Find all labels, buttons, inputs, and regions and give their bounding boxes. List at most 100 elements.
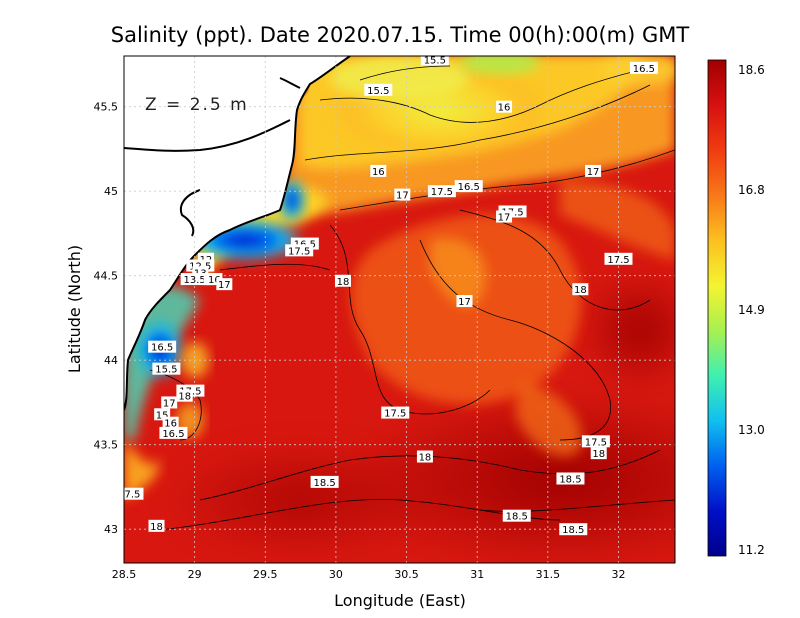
contour-label: 17.5 xyxy=(427,185,456,198)
svg-text:18.5: 18.5 xyxy=(562,525,584,536)
x-tick-label: 30 xyxy=(329,568,343,581)
svg-text:17.5: 17.5 xyxy=(585,437,607,448)
plot-frame xyxy=(123,55,676,564)
colorbar-tick-label: 13.0 xyxy=(738,423,765,437)
svg-text:13.5: 13.5 xyxy=(184,275,206,286)
svg-text:17.5: 17.5 xyxy=(431,187,453,198)
y-tick-label: 44 xyxy=(104,354,118,367)
contour-label: 18 xyxy=(590,447,607,460)
contour-label: 17 xyxy=(216,278,233,291)
y-tick-label: 43 xyxy=(104,523,118,536)
coastline xyxy=(124,56,351,411)
salinity-field: 15.516.515.516161716.517.51717.51716.517… xyxy=(124,55,675,563)
svg-text:18.5: 18.5 xyxy=(313,478,335,489)
x-tick-label: 32 xyxy=(611,568,625,581)
contour-label: 16.5 xyxy=(148,340,177,354)
svg-text:18: 18 xyxy=(337,277,350,288)
figure-title: Salinity (ppt). Date 2020.07.15. Time 00… xyxy=(111,23,690,47)
contour-label: 17 xyxy=(496,210,513,224)
contour-label: 16.5 xyxy=(159,426,188,440)
svg-text:17.5: 17.5 xyxy=(501,207,523,218)
depth-label: Z = 2.5 m xyxy=(145,95,249,115)
contour-label: 15.5 xyxy=(364,83,393,97)
colorbar-ticks: 18.6 16.8 14.9 13.0 11.2 xyxy=(738,63,765,557)
svg-text:17: 17 xyxy=(587,167,600,178)
svg-text:18.5: 18.5 xyxy=(559,475,581,486)
svg-text:17.5: 17.5 xyxy=(288,246,310,257)
contour-label: 17 xyxy=(456,295,473,308)
svg-text:16.5: 16.5 xyxy=(151,343,173,354)
colorbar xyxy=(707,59,727,557)
contour-label: 18 xyxy=(416,450,433,464)
y-axis-ticks: 43 43.5 44 44.5 45 45.5 xyxy=(94,101,119,537)
contour-label: 16 xyxy=(496,100,513,114)
contour-label: 17.5 xyxy=(581,435,610,448)
colorbar-tick-label: 18.6 xyxy=(738,63,765,77)
svg-text:18: 18 xyxy=(592,449,605,460)
svg-text:16.5: 16.5 xyxy=(633,64,655,75)
svg-text:15: 15 xyxy=(156,410,169,421)
x-axis-label: Longitude (East) xyxy=(334,591,466,610)
svg-text:18.5: 18.5 xyxy=(506,512,528,523)
contour-label: 17 xyxy=(394,188,411,202)
svg-text:17: 17 xyxy=(163,398,176,409)
contour-label: 18 xyxy=(572,283,589,296)
colorbar-tick-label: 11.2 xyxy=(738,543,765,557)
contour-label: 7.5 xyxy=(124,487,144,501)
svg-text:18: 18 xyxy=(574,285,587,296)
contour-label: 18 xyxy=(334,274,351,288)
colorbar-tick-label: 14.9 xyxy=(738,303,765,317)
svg-text:18: 18 xyxy=(178,392,191,403)
contour-label: 17 xyxy=(585,164,602,178)
contour-label: 18.5 xyxy=(310,475,339,489)
y-axis-label: Latitude (North) xyxy=(65,245,84,373)
svg-text:16: 16 xyxy=(164,419,177,430)
y-tick-label: 43.5 xyxy=(94,439,119,452)
contour-label: 13.5 xyxy=(180,273,209,286)
contour-labels: 15.516.515.516161716.517.51717.51716.517… xyxy=(124,55,658,536)
svg-text:17.5: 17.5 xyxy=(384,409,406,420)
x-tick-label: 31.5 xyxy=(536,568,561,581)
contour-label: 17.5 xyxy=(285,244,314,257)
y-tick-label: 45 xyxy=(104,185,118,198)
svg-text:16: 16 xyxy=(498,103,511,114)
svg-text:17.5: 17.5 xyxy=(607,255,629,266)
svg-text:18: 18 xyxy=(419,453,432,464)
svg-text:15.5: 15.5 xyxy=(367,86,389,97)
svg-text:16: 16 xyxy=(208,275,221,286)
x-tick-label: 29 xyxy=(188,568,202,581)
contour-label: 18.5 xyxy=(502,509,531,523)
contour-label: 16 xyxy=(162,416,179,430)
contour-label: 17.5 xyxy=(381,406,410,420)
svg-text:15.5: 15.5 xyxy=(424,55,446,66)
x-tick-label: 30.5 xyxy=(394,568,419,581)
svg-text:16: 16 xyxy=(372,167,385,178)
svg-text:17: 17 xyxy=(396,191,409,202)
svg-text:17: 17 xyxy=(458,297,471,308)
contour-label: 17 xyxy=(161,396,178,409)
contour-label: 18 xyxy=(176,389,193,403)
contour-label: 16 xyxy=(370,164,387,178)
svg-text:17: 17 xyxy=(498,213,511,224)
contour-label: 18.5 xyxy=(559,523,588,536)
land-mask xyxy=(124,56,350,410)
svg-text:17: 17 xyxy=(218,280,231,291)
svg-text:7.5: 7.5 xyxy=(125,490,141,501)
svg-text:16.5: 16.5 xyxy=(162,429,184,440)
contour-label: 17.5 xyxy=(604,252,633,266)
contour-label: 18.5 xyxy=(556,472,585,486)
svg-text:15.5: 15.5 xyxy=(155,365,177,376)
x-tick-label: 29.5 xyxy=(253,568,278,581)
contour-label: 15.5 xyxy=(152,362,181,376)
x-axis-ticks: 28.5 29 29.5 30 30.5 31 31.5 32 xyxy=(112,568,626,581)
x-tick-label: 28.5 xyxy=(112,568,137,581)
y-tick-label: 44.5 xyxy=(94,270,119,283)
x-tick-label: 31 xyxy=(470,568,484,581)
svg-text:16.5: 16.5 xyxy=(458,182,480,193)
danube-delta-coast xyxy=(124,119,291,237)
y-tick-label: 45.5 xyxy=(94,101,119,114)
contour-label: 16.5 xyxy=(454,180,483,193)
colorbar-tick-label: 16.8 xyxy=(738,183,765,197)
contour-label: 16.5 xyxy=(629,61,658,75)
